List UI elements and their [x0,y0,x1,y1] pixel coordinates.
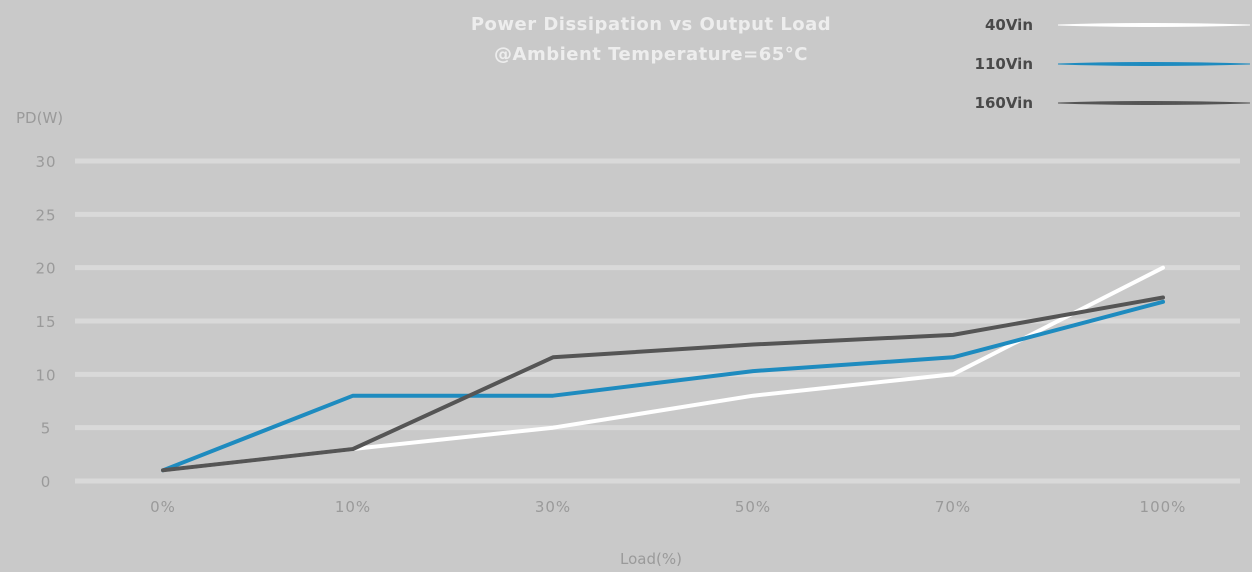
series-lines [161,265,1165,473]
gridlines [75,158,1240,484]
y-tick-label: 30 [35,153,56,171]
x-tick-label: 100% [1140,498,1187,516]
y-tick-label: 20 [35,260,56,278]
chart-subtitle: @Ambient Temperature=65°C [494,44,808,65]
y-tick-label: 5 [41,420,52,438]
x-axis-label: Load(%) [620,550,682,568]
legend: 40Vin 110Vin 160Vin [975,16,1251,112]
series-line-110vin [161,299,1165,473]
x-tick-label: 30% [535,498,571,516]
y-tick-labels: 0 5 10 15 20 25 30 [35,153,56,491]
y-tick-label: 25 [35,206,56,224]
x-tick-label: 70% [935,498,971,516]
series-line-40vin [161,265,1165,473]
legend-swatch-110vin [1057,62,1251,66]
y-tick-label: 10 [35,366,56,384]
legend-swatch-40vin [1057,23,1251,27]
y-tick-label: 15 [35,313,56,331]
x-tick-label: 10% [335,498,371,516]
x-tick-labels: 0% 10% 30% 50% 70% 100% [150,498,1187,516]
legend-label: 110Vin [975,55,1033,73]
x-tick-label: 0% [150,498,176,516]
chart-title: Power Dissipation vs Output Load [471,14,831,35]
y-tick-label: 0 [41,473,52,491]
y-axis-label: PD(W) [16,109,63,127]
legend-label: 40Vin [985,16,1033,34]
legend-label: 160Vin [975,94,1033,112]
series-line-160vin [161,295,1165,473]
legend-swatch-160vin [1057,101,1251,105]
x-tick-label: 50% [735,498,771,516]
